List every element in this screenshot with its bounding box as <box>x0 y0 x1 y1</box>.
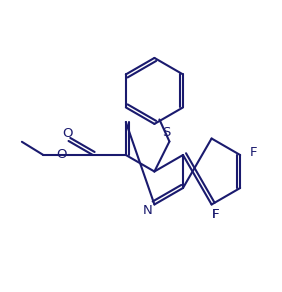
Text: F: F <box>212 208 219 221</box>
Text: F: F <box>249 147 257 159</box>
Text: O: O <box>62 128 73 140</box>
Text: S: S <box>162 126 171 139</box>
Text: O: O <box>56 149 66 161</box>
Text: N: N <box>142 204 152 217</box>
Text: F: F <box>212 208 219 221</box>
